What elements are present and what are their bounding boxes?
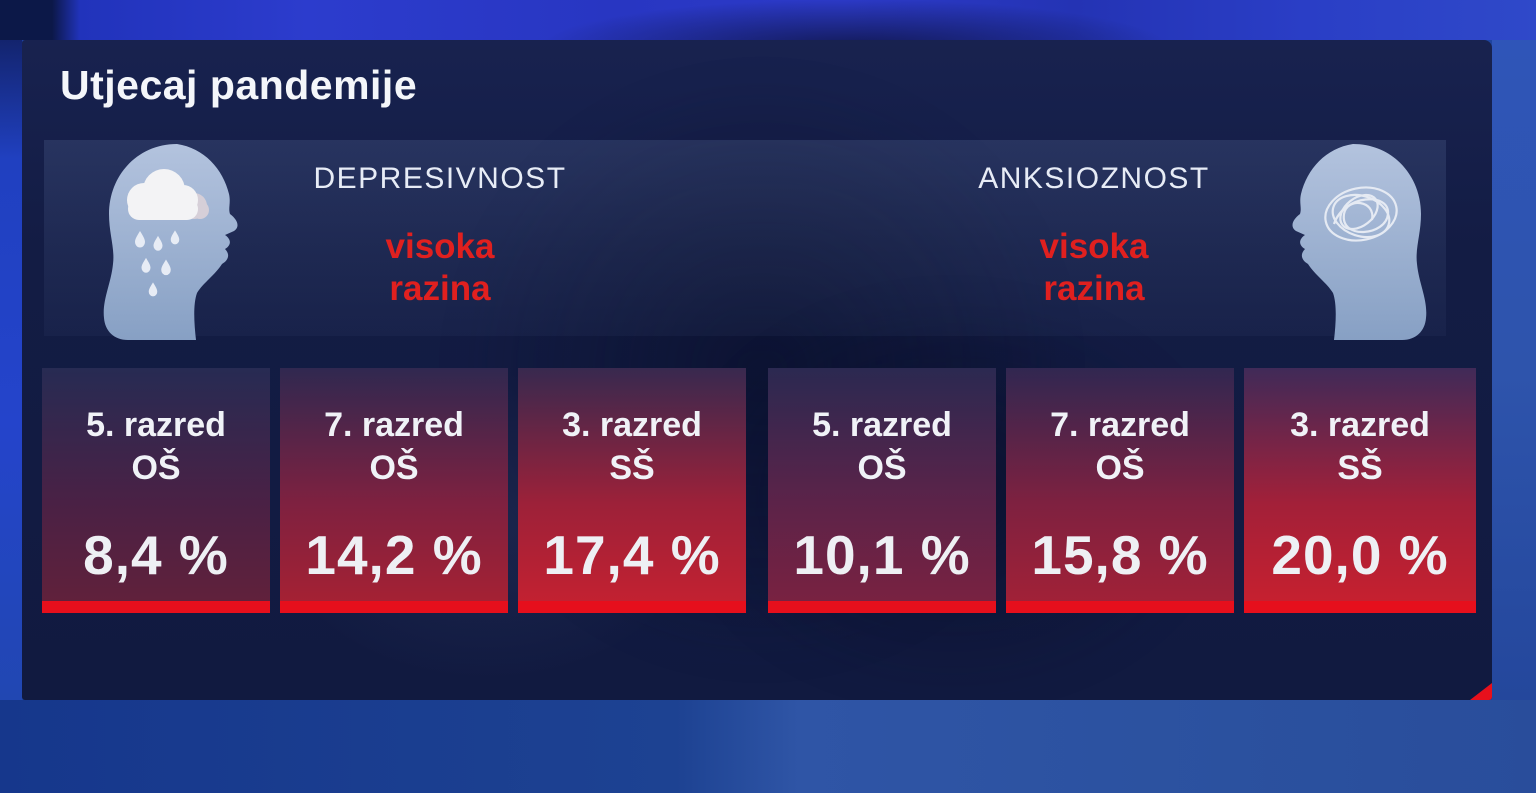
thought-scribble bbox=[1324, 186, 1398, 242]
grade-line: OŠ bbox=[131, 449, 181, 487]
card-underline-bar bbox=[1006, 601, 1234, 613]
stat-card: 7. razred OŠ 14,2 % bbox=[280, 368, 508, 613]
level-line: razina bbox=[389, 269, 491, 308]
background-video-edge-left bbox=[0, 40, 22, 700]
anxiety-level-label: visoka razina bbox=[934, 226, 1254, 310]
grade-line: 3. razred bbox=[562, 406, 702, 444]
grade-line: SŠ bbox=[1337, 449, 1383, 487]
card-underline-bar bbox=[1244, 601, 1476, 613]
stat-card: 3. razred SŠ 17,4 % bbox=[518, 368, 746, 613]
page-title: Utjecaj pandemije bbox=[60, 62, 418, 108]
percentage-value: 15,8 % bbox=[1031, 524, 1209, 586]
percentage-value: 20,0 % bbox=[1271, 524, 1449, 586]
grade-line: OŠ bbox=[1095, 449, 1145, 487]
depression-heading: DEPRESIVNOST bbox=[313, 162, 567, 195]
header-band bbox=[44, 140, 1446, 336]
level-line: visoka bbox=[1039, 227, 1149, 266]
grade-label: 5. razred OŠ bbox=[42, 404, 270, 490]
grade-line: 5. razred bbox=[86, 406, 226, 444]
grade-line: SŠ bbox=[609, 449, 655, 487]
card-underline-bar bbox=[518, 601, 746, 613]
head-rain-cloud-icon bbox=[82, 142, 262, 340]
stat-card: 7. razred OŠ 15,8 % bbox=[1006, 368, 1234, 613]
percentage-value: 14,2 % bbox=[305, 524, 483, 586]
stat-card: 5. razred OŠ 8,4 % bbox=[42, 368, 270, 613]
anxiety-heading: ANKSIOZNOST bbox=[978, 162, 1210, 195]
percentage-value: 17,4 % bbox=[543, 524, 721, 586]
grade-label: 5. razred OŠ bbox=[768, 404, 996, 490]
rain-drops bbox=[135, 230, 180, 297]
stat-card: 3. razred SŠ 20,0 % bbox=[1244, 368, 1476, 613]
card-underline-bar bbox=[768, 601, 996, 613]
rain-cloud bbox=[127, 169, 209, 220]
grade-line: 5. razred bbox=[812, 406, 952, 444]
background-video-edge-bottom bbox=[0, 700, 1536, 793]
grade-line: 3. razred bbox=[1290, 406, 1430, 444]
grade-line: 7. razred bbox=[1050, 406, 1190, 444]
level-line: visoka bbox=[385, 227, 495, 266]
grade-label: 3. razred SŠ bbox=[1244, 404, 1476, 490]
stat-card: 5. razred OŠ 10,1 % bbox=[768, 368, 996, 613]
background-figure-hair bbox=[545, 0, 1165, 40]
card-underline-bar bbox=[280, 601, 508, 613]
percentage-value: 8,4 % bbox=[83, 524, 229, 586]
grade-label: 7. razred OŠ bbox=[1006, 404, 1234, 490]
corner-accent bbox=[1470, 683, 1492, 700]
background-video-edge-right bbox=[1492, 40, 1536, 700]
depression-level-label: visoka razina bbox=[280, 226, 600, 310]
infographic-panel: Utjecaj pandemije bbox=[22, 40, 1492, 700]
background-video-edge-top bbox=[0, 0, 1536, 40]
percentage-value: 10,1 % bbox=[793, 524, 971, 586]
grade-label: 3. razred SŠ bbox=[518, 404, 746, 490]
grade-line: 7. razred bbox=[324, 406, 464, 444]
grade-line: OŠ bbox=[369, 449, 419, 487]
level-line: razina bbox=[1043, 269, 1145, 308]
grade-label: 7. razred OŠ bbox=[280, 404, 508, 490]
head-tangled-thoughts-icon bbox=[1268, 142, 1448, 340]
card-underline-bar bbox=[42, 601, 270, 613]
grade-line: OŠ bbox=[857, 449, 907, 487]
